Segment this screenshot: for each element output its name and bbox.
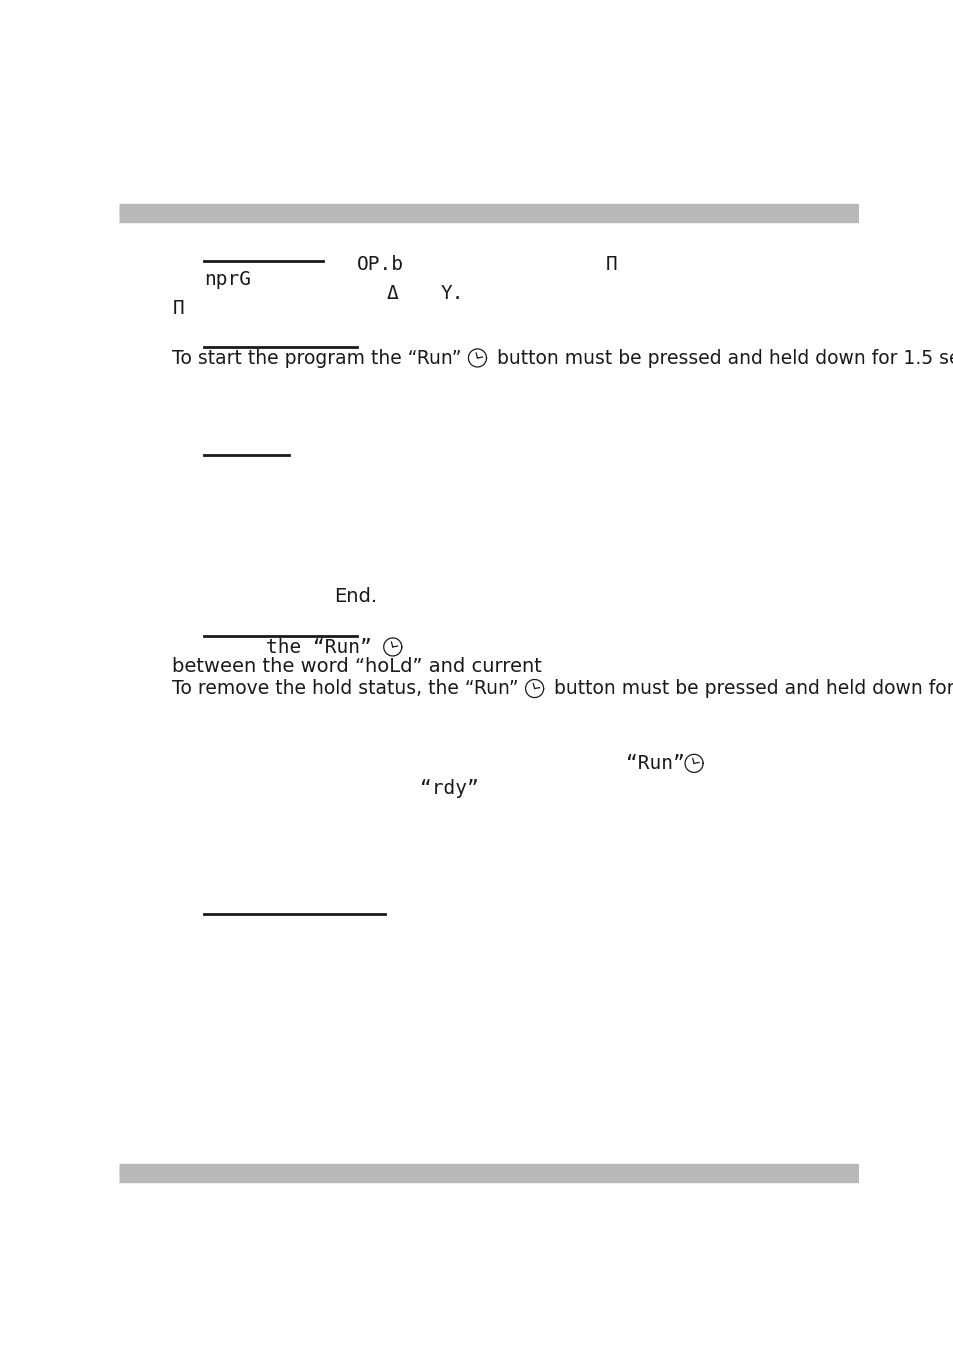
- Text: “rdy”: “rdy”: [419, 779, 478, 798]
- Text: button must be pressed and held down for 1.5 seconds.: button must be pressed and held down for…: [490, 348, 953, 367]
- Text: Y.: Y.: [440, 285, 464, 304]
- Text: To start the program the “Run”: To start the program the “Run”: [172, 348, 467, 367]
- Text: Δ: Δ: [387, 285, 398, 304]
- Text: To remove the hold status, the “Run”: To remove the hold status, the “Run”: [172, 679, 524, 698]
- Text: between the word “hoLd” and current: between the word “hoLd” and current: [172, 657, 542, 676]
- Text: the “Run”: the “Run”: [265, 637, 383, 656]
- Text: Π: Π: [172, 298, 184, 317]
- Text: Π: Π: [605, 255, 617, 274]
- Text: OP.b: OP.b: [357, 255, 404, 274]
- Text: button must be pressed and held down for 1.5: button must be pressed and held down for…: [547, 679, 953, 698]
- Text: End.: End.: [334, 587, 376, 606]
- Text: nprG: nprG: [204, 270, 251, 289]
- Text: “Run”: “Run”: [625, 755, 683, 774]
